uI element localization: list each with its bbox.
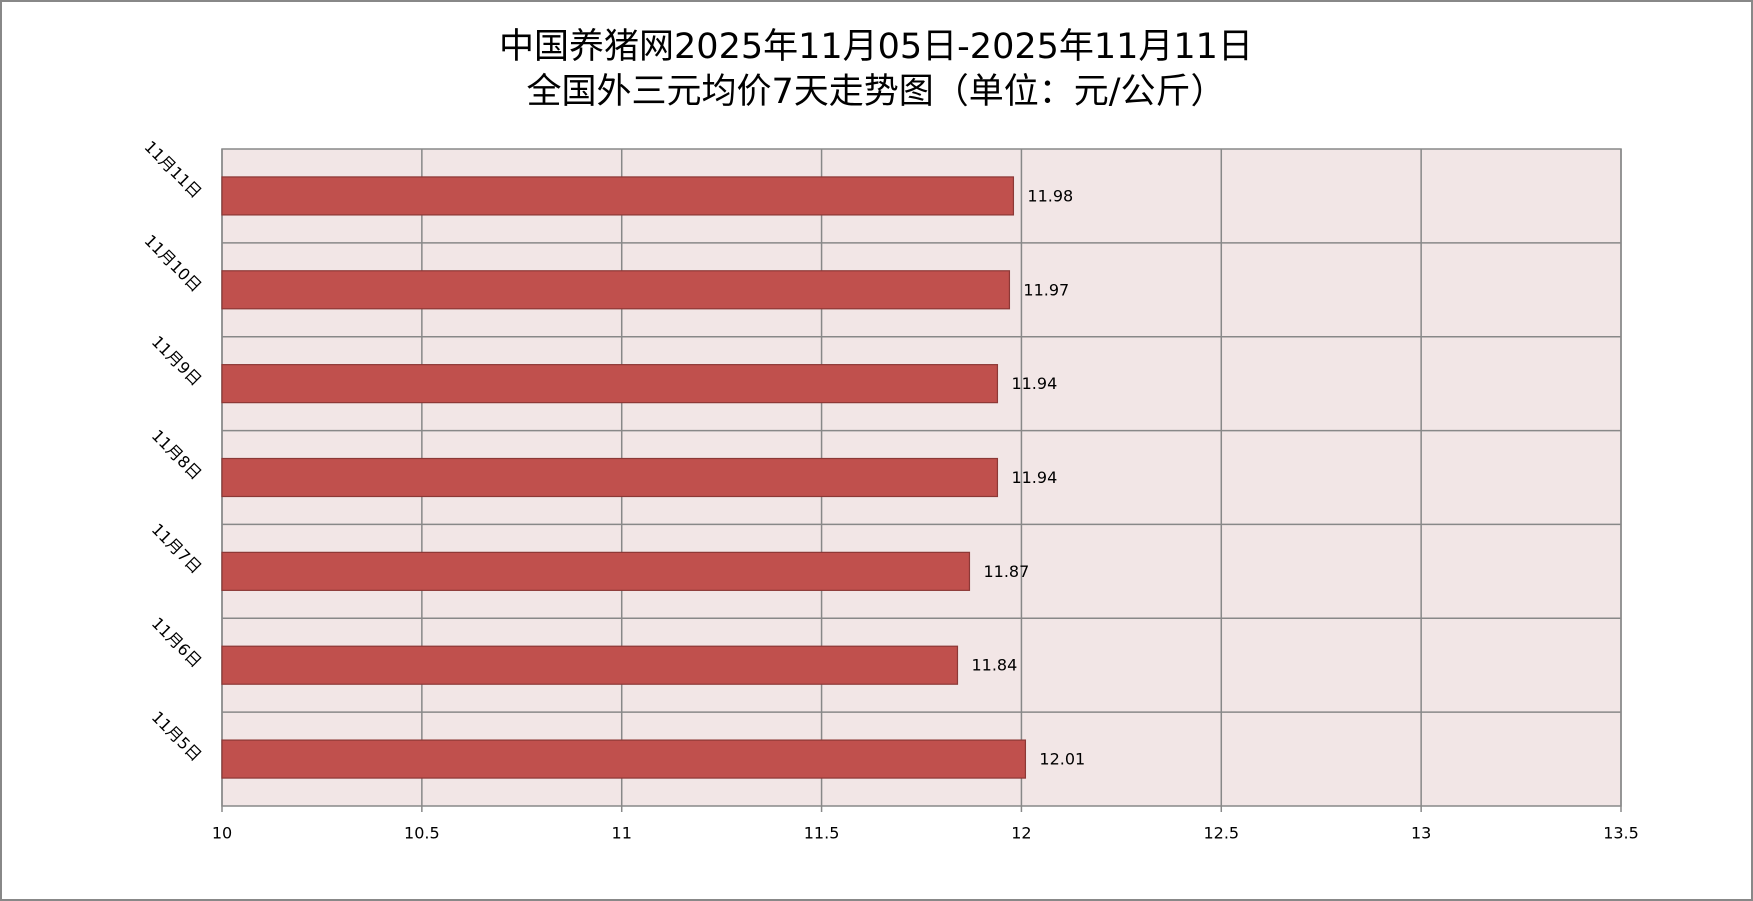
chart-title: 中国养猪网2025年11月05日-2025年11月11日 — [499, 27, 1253, 67]
x-tick-label: 10 — [212, 824, 232, 843]
data-label: 11.94 — [1011, 468, 1057, 487]
x-tick-label: 13 — [1411, 824, 1431, 843]
x-tick-label: 10.5 — [404, 824, 440, 843]
bar — [221, 551, 971, 591]
x-tick-label: 13.5 — [1603, 824, 1639, 843]
data-label: 11.94 — [1011, 374, 1057, 393]
data-label: 11.84 — [971, 656, 1017, 675]
x-tick-label: 12 — [1011, 824, 1031, 843]
bar — [221, 176, 1015, 216]
data-label: 11.98 — [1027, 186, 1073, 205]
x-tick-label: 12.5 — [1203, 824, 1239, 843]
bar — [221, 645, 959, 685]
data-label: 11.87 — [983, 562, 1029, 581]
x-tick-label: 11 — [612, 824, 632, 843]
x-tick-label: 11.5 — [804, 824, 840, 843]
bar — [221, 739, 1027, 779]
chart-subtitle: 全国外三元均价7天走势图（单位：元/公斤） — [526, 72, 1225, 112]
data-label: 12.01 — [1039, 750, 1085, 769]
bar — [221, 270, 1011, 310]
data-label: 11.97 — [1023, 280, 1069, 299]
bar — [221, 364, 999, 404]
bar — [221, 457, 999, 498]
